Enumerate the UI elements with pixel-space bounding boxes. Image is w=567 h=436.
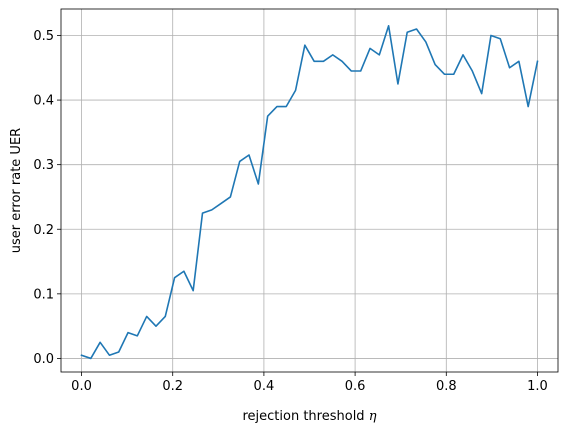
y-tick-label: 0.0 (33, 352, 54, 367)
x-tick-label: 0.2 (162, 379, 183, 394)
x-tick-label: 0.4 (254, 379, 275, 394)
y-tick-label: 0.5 (33, 29, 54, 44)
y-tick-label: 0.4 (33, 94, 54, 109)
x-tick-label: 0.6 (345, 379, 366, 394)
y-tick-label: 0.1 (33, 287, 54, 302)
series-layer (80, 24, 539, 360)
x-tick-label: 0.8 (436, 379, 457, 394)
y-axis-label: user error rate UER (9, 128, 24, 253)
y-tick-label: 0.3 (33, 158, 54, 173)
series-line (80, 24, 539, 360)
x-tick-label: 1.0 (527, 379, 548, 394)
grid (61, 9, 558, 372)
x-axis: 0.0 0.2 0.4 0.6 0.8 1.0 (71, 372, 548, 394)
x-axis-label: rejection threshold η (242, 409, 376, 424)
y-tick-label: 0.2 (33, 223, 54, 238)
y-axis: 0.0 0.1 0.2 0.3 0.4 0.5 (33, 29, 61, 367)
plot-frame (60, 8, 559, 373)
x-tick-label: 0.0 (71, 379, 92, 394)
